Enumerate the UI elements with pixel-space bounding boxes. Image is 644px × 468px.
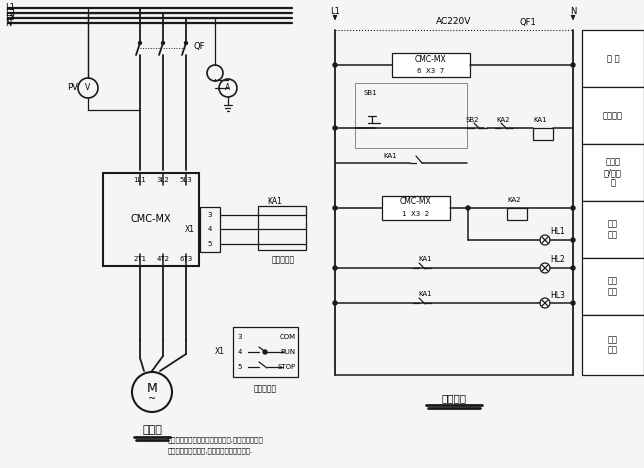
Circle shape — [162, 42, 164, 44]
Text: 微 断: 微 断 — [607, 54, 620, 63]
Text: HL1: HL1 — [551, 227, 565, 236]
Text: 单节点控制: 单节点控制 — [271, 256, 294, 264]
Text: 控制回路: 控制回路 — [442, 393, 466, 403]
Text: CMC-MX: CMC-MX — [400, 197, 432, 206]
Text: SB2: SB2 — [465, 117, 478, 123]
Text: AC220V: AC220V — [437, 17, 471, 27]
Circle shape — [333, 301, 337, 305]
Text: 1  X3  2: 1 X3 2 — [402, 211, 430, 217]
Text: CMC-MX: CMC-MX — [131, 214, 171, 225]
Text: N: N — [570, 7, 576, 16]
Bar — [103, 173, 199, 266]
Text: L3: L3 — [5, 14, 15, 22]
Text: KA1: KA1 — [267, 197, 283, 206]
Text: M: M — [147, 382, 157, 395]
Circle shape — [333, 266, 337, 270]
Circle shape — [571, 238, 575, 242]
Text: X1: X1 — [215, 348, 225, 357]
Text: SB1: SB1 — [364, 90, 377, 96]
Text: KA1: KA1 — [418, 256, 432, 262]
Text: STOP: STOP — [278, 364, 296, 370]
Text: L1: L1 — [330, 7, 340, 16]
Bar — [582, 144, 644, 201]
Text: CMC-MX: CMC-MX — [415, 54, 447, 64]
Bar — [582, 30, 644, 87]
Text: 故障
指示: 故障 指示 — [608, 220, 618, 239]
Text: RUN: RUN — [281, 349, 296, 355]
Text: KA1: KA1 — [383, 153, 397, 159]
Circle shape — [138, 42, 142, 44]
Bar — [582, 87, 644, 144]
Text: QF1: QF1 — [520, 17, 536, 27]
Text: KA1: KA1 — [418, 291, 432, 297]
Text: 软起动
起/停控
制: 软起动 起/停控 制 — [604, 158, 622, 187]
Text: L2: L2 — [5, 8, 15, 17]
Text: HL2: HL2 — [551, 256, 565, 264]
Text: 主回路: 主回路 — [142, 425, 162, 435]
Bar — [582, 258, 644, 315]
Text: 4: 4 — [238, 349, 242, 355]
Circle shape — [571, 206, 575, 210]
Text: A: A — [225, 83, 231, 93]
Text: 1L1: 1L1 — [133, 177, 146, 183]
Bar — [507, 208, 527, 220]
Text: 6T3: 6T3 — [180, 256, 193, 262]
Text: KA2: KA2 — [507, 197, 521, 203]
Text: 3: 3 — [238, 334, 242, 340]
Bar — [392, 53, 470, 77]
Text: 3L2: 3L2 — [156, 177, 169, 183]
Text: 3: 3 — [208, 212, 213, 218]
Bar — [200, 207, 220, 252]
Text: 5: 5 — [238, 364, 242, 370]
Text: 4T2: 4T2 — [156, 256, 169, 262]
Bar — [233, 327, 298, 377]
Text: 6  X3  7: 6 X3 7 — [417, 68, 444, 74]
Circle shape — [571, 266, 575, 270]
Bar — [533, 128, 553, 140]
Text: COM: COM — [280, 334, 296, 340]
Text: N: N — [5, 19, 12, 28]
Text: 控制电源: 控制电源 — [603, 111, 623, 120]
Text: 5L3: 5L3 — [180, 177, 193, 183]
Circle shape — [333, 206, 337, 210]
Text: V: V — [86, 83, 91, 93]
Circle shape — [263, 350, 267, 354]
Text: KA2: KA2 — [497, 117, 510, 123]
Bar — [355, 83, 467, 148]
Text: 4: 4 — [208, 226, 212, 232]
Text: QF: QF — [194, 43, 205, 51]
Circle shape — [571, 301, 575, 305]
Text: 双节点控制: 双节点控制 — [254, 385, 277, 394]
Bar — [382, 196, 450, 220]
Circle shape — [571, 63, 575, 67]
Circle shape — [333, 63, 337, 67]
Bar — [582, 201, 644, 258]
Circle shape — [466, 206, 470, 210]
Text: HL3: HL3 — [551, 291, 565, 300]
Text: ~: ~ — [148, 394, 156, 404]
Text: KA1: KA1 — [533, 117, 547, 123]
Text: 2T1: 2T1 — [133, 256, 147, 262]
Bar — [582, 315, 644, 375]
Text: 停止
指示: 停止 指示 — [608, 335, 618, 355]
Text: PV: PV — [68, 83, 79, 93]
Circle shape — [184, 42, 187, 44]
Text: 此控制回路图以出厂参数设置为准,如用户对继电器: 此控制回路图以出厂参数设置为准,如用户对继电器 — [168, 437, 264, 443]
Text: 运行
指示: 运行 指示 — [608, 277, 618, 296]
Text: X1: X1 — [185, 225, 195, 234]
Text: L1: L1 — [5, 3, 15, 13]
Circle shape — [333, 126, 337, 130]
Text: 5: 5 — [208, 241, 212, 247]
Text: 的输出方式进行修改,需对此图做相应的调整.: 的输出方式进行修改,需对此图做相应的调整. — [168, 448, 253, 454]
Bar — [258, 206, 306, 250]
